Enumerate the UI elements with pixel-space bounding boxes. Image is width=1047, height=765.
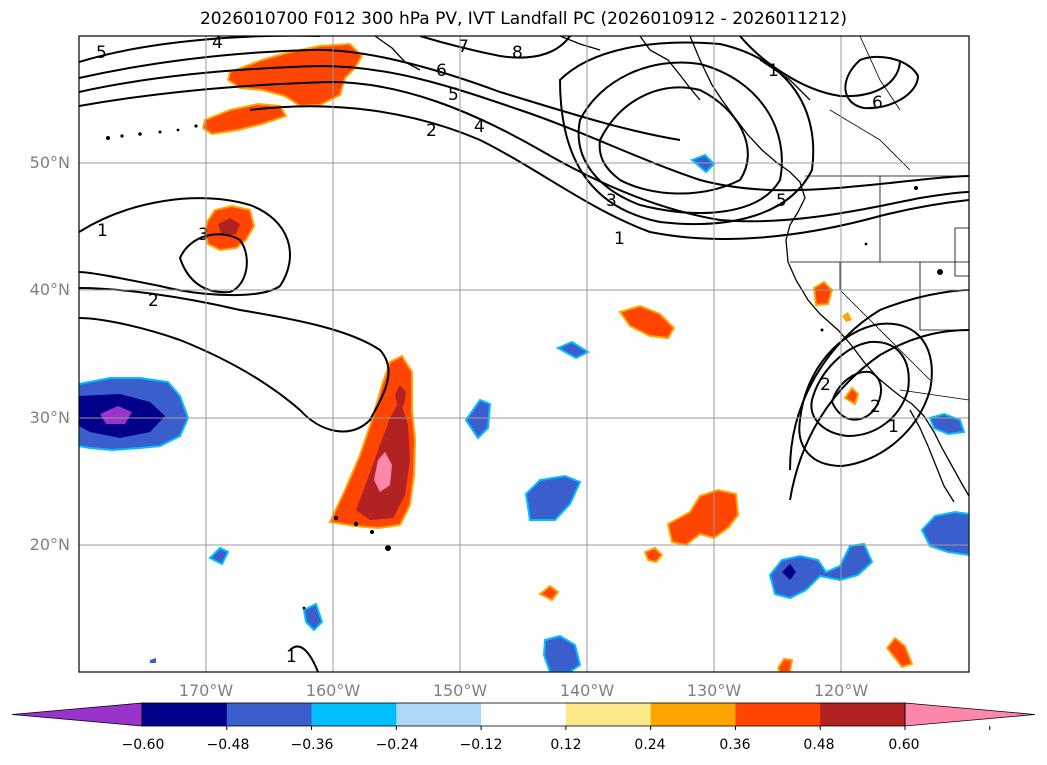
gridlines (79, 36, 969, 672)
colorbar-extend-low (11, 702, 143, 727)
colorbar-tick-label: 0.48 (803, 737, 835, 753)
contour-label: 7 (458, 37, 469, 57)
contour-label: 6 (436, 61, 447, 81)
colorbar-segment (565, 703, 652, 726)
contour-label: 1 (97, 221, 108, 241)
political-borders (790, 36, 969, 401)
colorbar-tick-label: −0.60 (121, 737, 165, 753)
contour-label: 2 (148, 291, 159, 311)
colorbar-extend-high (904, 702, 1036, 727)
colorbar-tick-label: 0.24 (634, 737, 666, 753)
islands (106, 124, 943, 610)
colorbar-tick-label: 0.36 (719, 737, 751, 753)
lon-tick-label: 150°W (432, 681, 488, 700)
contour-label: 3 (606, 191, 617, 211)
map-frame (78, 35, 970, 673)
shaded-region-positive (201, 42, 364, 252)
colorbar (11, 702, 1036, 730)
contour-label: 1 (614, 229, 625, 249)
contour-label: 3 (198, 225, 209, 245)
colorbar-tick-label: −0.12 (459, 737, 503, 753)
contour-label: 2 (870, 397, 881, 417)
lat-tick-label: 20°N (29, 535, 70, 554)
colorbar-segment (735, 703, 821, 726)
map-title: 2026010700 F012 300 hPa PV, IVT Landfall… (199, 9, 847, 29)
lon-tick-label: 160°W (305, 681, 361, 700)
lat-tick-label: 50°N (29, 153, 70, 172)
contour-label: 5 (448, 85, 459, 105)
colorbar-tick-label: 0.12 (550, 737, 582, 753)
colorbar-tick-label: −0.24 (375, 737, 419, 753)
colorbar-segment (142, 703, 228, 726)
colorbar-tick-label: −0.48 (206, 737, 250, 753)
contour-label: 5 (776, 191, 787, 211)
colorbar-segment (311, 703, 397, 726)
shaded-region-negative (79, 153, 969, 672)
lon-tick-label: 130°W (686, 681, 742, 700)
lon-tick-label: 140°W (559, 681, 615, 700)
lat-tick-label: 30°N (29, 408, 70, 427)
contour-label: 8 (512, 43, 523, 63)
contour-label: 1 (286, 647, 297, 667)
colorbar-tick-label: −0.36 (290, 737, 334, 753)
colorbar-segment (226, 703, 313, 726)
contour-label: 2 (426, 121, 437, 141)
colorbar-tick-label: 0.60 (888, 737, 920, 753)
contour-label: 5 (96, 43, 107, 63)
contour-labels: 5 4 7 8 6 5 4 2 1 3 1 3 2 6 1 5 2 2 1 1 (96, 33, 899, 667)
colorbar-segment (820, 703, 906, 726)
contour-label: 4 (474, 117, 485, 137)
contour-label: 6 (872, 93, 883, 113)
shaded-region-positive (538, 280, 914, 672)
contour-label: 2 (820, 375, 831, 395)
shaded-region-positive (328, 354, 417, 530)
contour-label: 1 (768, 61, 779, 81)
lon-tick-label: 120°W (813, 681, 869, 700)
lon-tick-label: 170°W (178, 681, 234, 700)
colorbar-segment (396, 703, 482, 726)
colorbar-frame (141, 702, 906, 727)
colorbar-segment (650, 703, 736, 726)
colorbar-segment (481, 703, 567, 726)
lat-tick-label: 40°N (29, 280, 70, 299)
contour-label: 4 (212, 33, 223, 53)
contour-label: 1 (888, 417, 899, 437)
